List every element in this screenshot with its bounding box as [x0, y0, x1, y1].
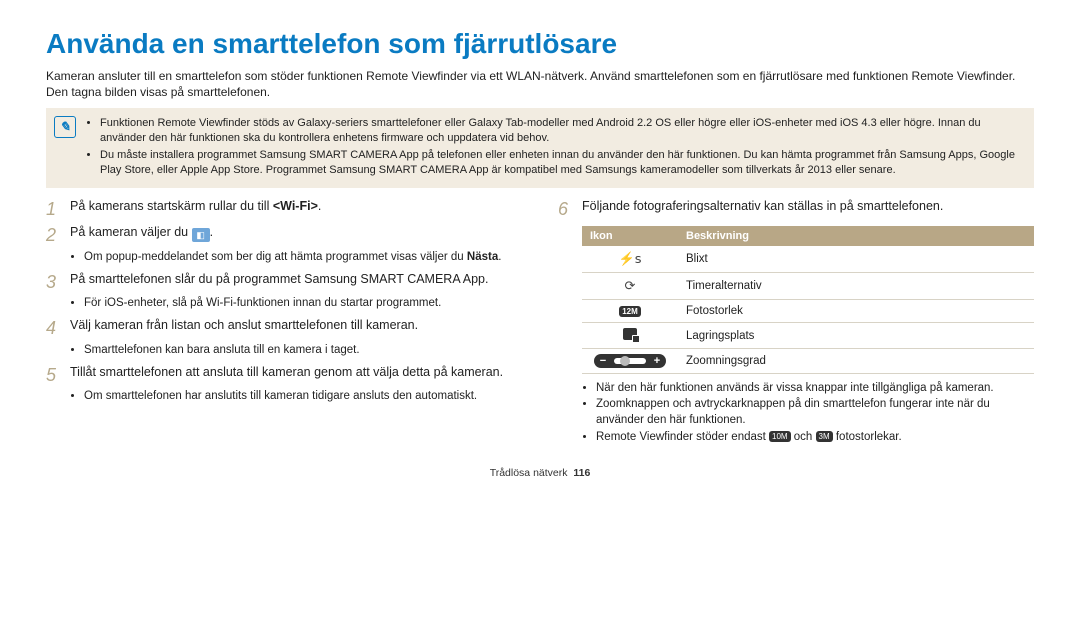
note-list: Funktionen Remote Viewfinder stöds av Ga… [84, 116, 1024, 179]
step-number: 5 [46, 364, 70, 387]
options-table: Ikon Beskrivning ⚡​ꜱ Blixt ⟳ Timeraltern… [582, 226, 1034, 374]
table-cell: Blixt [678, 246, 1034, 273]
step-number: 2 [46, 224, 70, 247]
left-column: 1 På kamerans startskärm rullar du till … [46, 198, 522, 445]
step-text: Välj kameran från listan och anslut smar… [70, 317, 522, 340]
next-label: Nästa [467, 251, 498, 263]
note-bullet: När den här funktionen används är vissa … [596, 380, 1034, 396]
step-text: På smarttelefonen slår du på programmet … [70, 271, 522, 294]
note-bullet: Remote Viewfinder stöder endast 10M och … [596, 429, 1034, 445]
step-2-sub: Om popup-meddelandet som ber dig att häm… [46, 251, 522, 263]
step-6: 6 Följande fotograferingsalternativ kan … [558, 198, 1034, 221]
step-3: 3 På smarttelefonen slår du på programme… [46, 271, 522, 294]
note-box: ✎ Funktionen Remote Viewfinder stöds av … [46, 108, 1034, 187]
timer-icon: ⟳ [625, 278, 636, 294]
intro-text: Kameran ansluter till en smarttelefon so… [46, 68, 1034, 100]
table-header-desc: Beskrivning [678, 226, 1034, 246]
table-cell: Zoomningsgrad [678, 349, 1034, 374]
size-icon-small-1: 10M [769, 431, 791, 442]
step-1: 1 På kamerans startskärm rullar du till … [46, 198, 522, 221]
step-number: 1 [46, 198, 70, 221]
page-footer: Trådlösa nätverk 116 [46, 467, 1034, 479]
table-cell: Fotostorlek [678, 300, 1034, 323]
step-text: På kamerans startskärm rullar du till [70, 199, 273, 213]
step-4: 4 Välj kameran från listan och anslut sm… [46, 317, 522, 340]
page-title: Använda en smarttelefon som fjärrutlösar… [46, 28, 1034, 60]
table-row: 12M Fotostorlek [582, 300, 1034, 323]
step-text: Tillåt smarttelefonen att ansluta till k… [70, 364, 522, 387]
table-header-icon: Ikon [582, 226, 678, 246]
step-text: På kameran väljer du [70, 225, 192, 239]
size-icon-small-2: 3M [816, 431, 833, 442]
step-3-sub: För iOS-enheter, slå på Wi-Fi-funktionen… [46, 297, 522, 309]
wifi-label: <Wi-Fi> [273, 199, 318, 213]
step-5: 5 Tillåt smarttelefonen att ansluta till… [46, 364, 522, 387]
table-row: −+ Zoomningsgrad [582, 349, 1034, 374]
step-number: 4 [46, 317, 70, 340]
photosize-icon: 12M [619, 306, 641, 317]
note-bullet: Zoomknappen och avtryckarknappen på din … [596, 396, 1034, 428]
flash-icon: ⚡​ꜱ [619, 251, 642, 267]
step-number: 6 [558, 198, 582, 221]
step-text: Följande fotograferingsalternativ kan st… [582, 198, 1034, 221]
step-5-sub: Om smarttelefonen har anslutits till kam… [46, 390, 522, 402]
table-cell: Timeralternativ [678, 273, 1034, 300]
note-icon: ✎ [54, 116, 76, 138]
step-4-sub: Smarttelefonen kan bara ansluta till en … [46, 344, 522, 356]
table-row: Lagringsplats [582, 323, 1034, 349]
right-column: 6 Följande fotograferingsalternativ kan … [558, 198, 1034, 445]
note-item: Funktionen Remote Viewfinder stöds av Ga… [100, 116, 1024, 146]
zoom-icon: −+ [594, 354, 666, 368]
step-number: 3 [46, 271, 70, 294]
note-item: Du måste installera programmet Samsung S… [100, 148, 1024, 178]
step-2: 2 På kameran väljer du ◧. [46, 224, 522, 247]
table-cell: Lagringsplats [678, 323, 1034, 349]
storage-icon [623, 328, 637, 340]
table-row: ⟳ Timeralternativ [582, 273, 1034, 300]
footer-section: Trådlösa nätverk [490, 467, 568, 479]
footer-page-number: 116 [573, 467, 590, 479]
remote-viewfinder-icon: ◧ [192, 228, 210, 242]
table-row: ⚡​ꜱ Blixt [582, 246, 1034, 273]
